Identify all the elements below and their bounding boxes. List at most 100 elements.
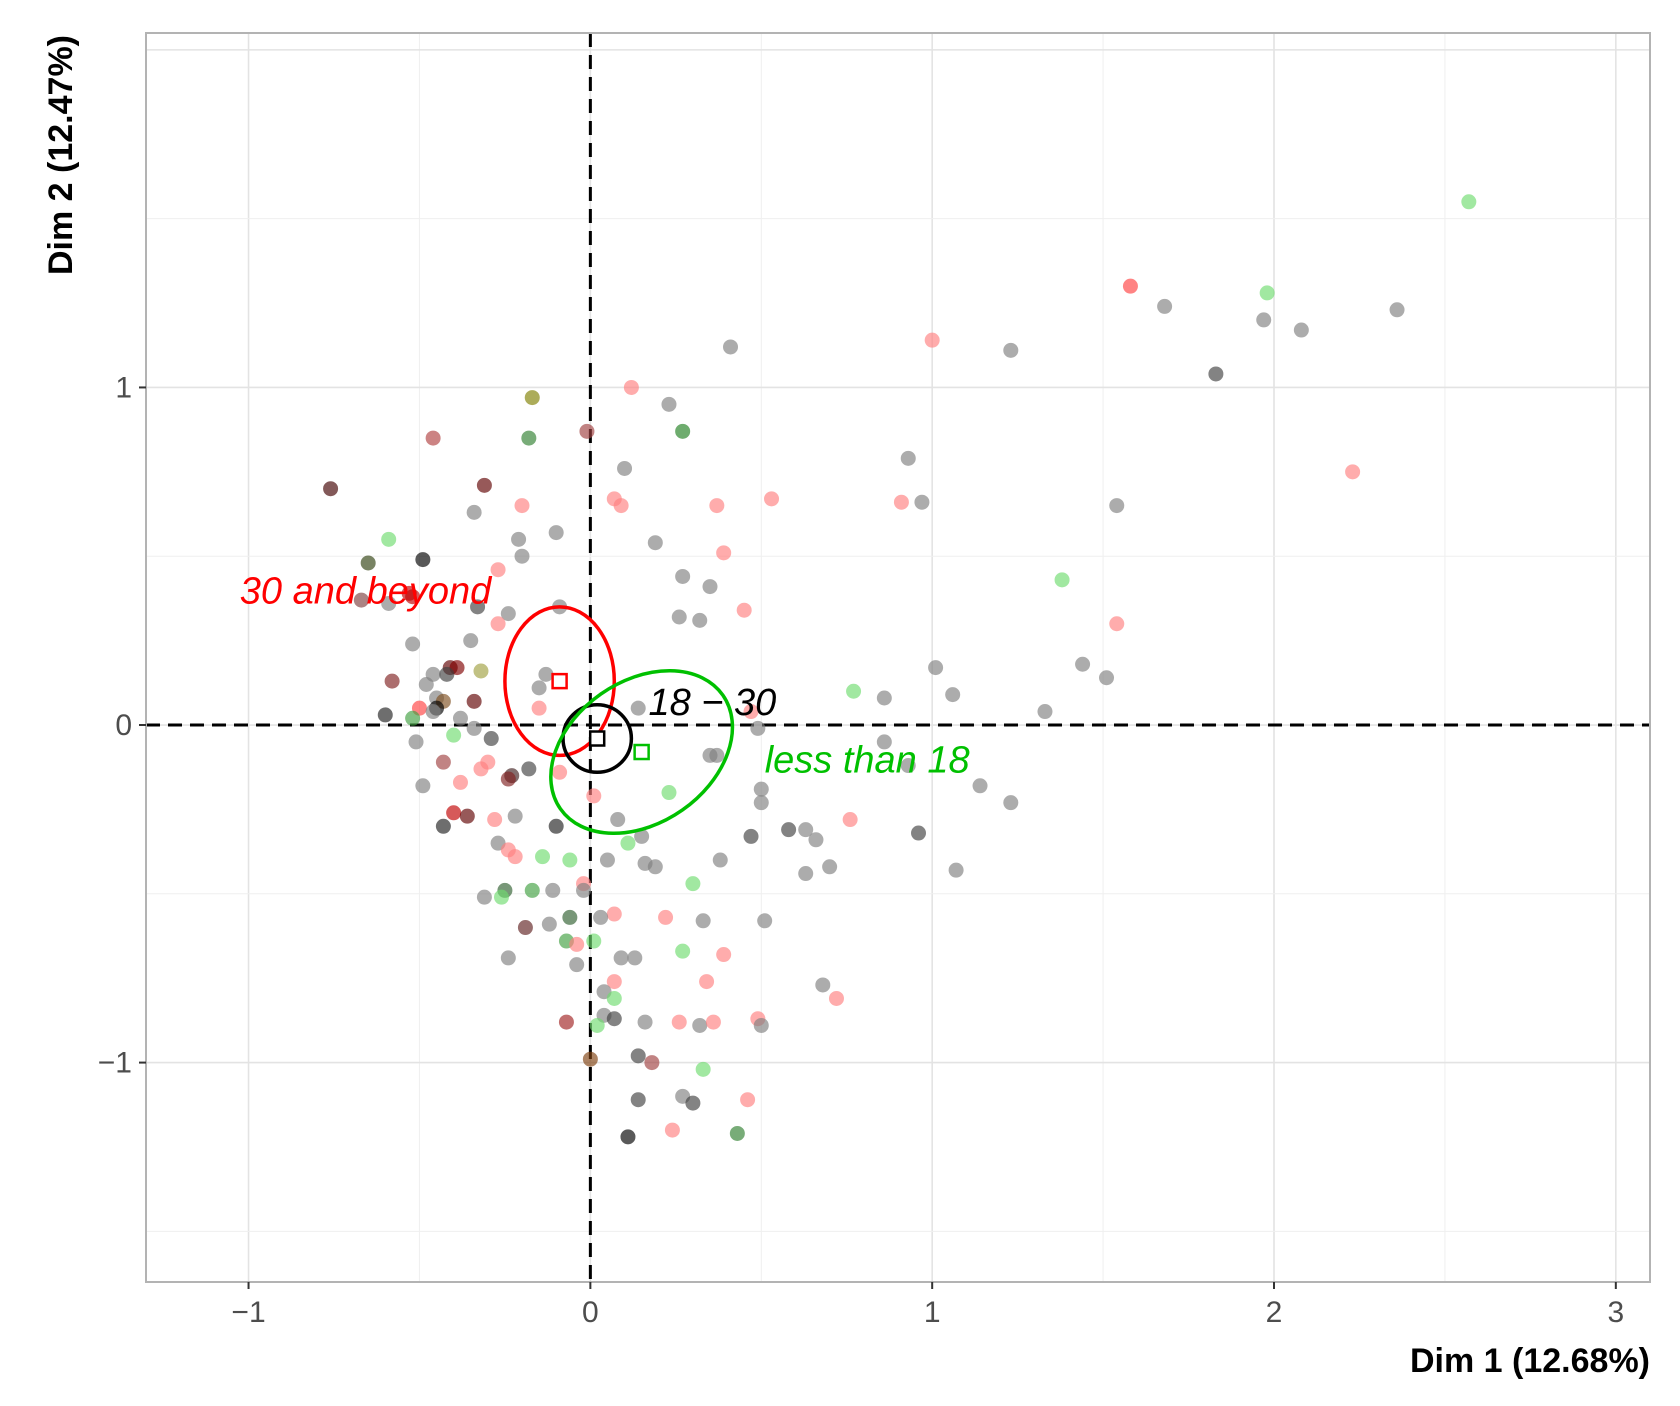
data-point — [500, 606, 516, 622]
x-tick-label: 3 — [1607, 1296, 1624, 1329]
data-point — [524, 390, 540, 406]
data-point — [1157, 298, 1173, 314]
data-point — [1054, 572, 1070, 588]
data-point — [538, 666, 554, 682]
data-point — [552, 764, 568, 780]
data-point — [692, 612, 708, 628]
data-point — [671, 1014, 687, 1030]
data-point — [606, 1011, 622, 1027]
data-point — [781, 822, 797, 838]
data-point — [500, 950, 516, 966]
data-point — [613, 950, 629, 966]
data-point — [514, 498, 530, 514]
data-point — [490, 562, 506, 578]
group-centroid-marker — [551, 672, 568, 690]
data-point — [476, 889, 492, 905]
data-point — [483, 731, 499, 747]
data-point — [1075, 656, 1091, 672]
data-point — [764, 491, 780, 507]
grid — [146, 33, 1650, 1282]
data-point — [517, 920, 533, 936]
data-point — [675, 568, 691, 584]
data-point — [466, 693, 482, 709]
x-tick-label: 1 — [924, 1296, 941, 1329]
data-point — [685, 876, 701, 892]
y-tick-label: −1 — [98, 1047, 132, 1080]
data-point — [675, 943, 691, 959]
data-point — [548, 818, 564, 834]
data-point — [435, 818, 451, 834]
data-point — [381, 595, 397, 611]
data-point — [705, 1014, 721, 1030]
data-point — [757, 913, 773, 929]
data-point — [613, 498, 629, 514]
data-point — [630, 700, 646, 716]
data-point — [798, 866, 814, 882]
data-point — [535, 849, 551, 865]
data-point — [1003, 342, 1019, 358]
data-point — [716, 947, 732, 963]
data-point — [647, 535, 663, 551]
data-point — [1099, 670, 1115, 686]
data-point — [617, 460, 633, 476]
data-point — [627, 950, 643, 966]
data-point — [425, 704, 441, 720]
data-point — [661, 396, 677, 412]
data-point — [589, 1017, 605, 1033]
data-point — [323, 481, 339, 497]
group-centroid-marker — [633, 743, 650, 761]
group-ellipses: 30 and beyond 18 − 30 less than 18 — [240, 570, 970, 836]
data-point — [753, 795, 769, 811]
data-point — [381, 531, 397, 547]
data-point — [490, 616, 506, 632]
data-point — [876, 734, 892, 750]
data-point — [685, 1095, 701, 1111]
data-point — [723, 339, 739, 355]
data-point — [753, 1017, 769, 1033]
data-point — [610, 812, 626, 828]
group-centroid-marker — [588, 730, 606, 747]
data-point — [360, 555, 376, 571]
data-point — [487, 812, 503, 828]
x-tick-label: 0 — [582, 1296, 599, 1329]
data-point — [593, 909, 609, 925]
data-point — [524, 882, 540, 898]
data-point — [541, 916, 557, 932]
data-point — [945, 687, 961, 703]
data-point — [815, 977, 831, 993]
data-point — [842, 812, 858, 828]
data-point — [463, 633, 479, 649]
data-point — [521, 430, 537, 446]
data-point — [569, 957, 585, 973]
data-point — [661, 785, 677, 801]
data-point — [576, 882, 592, 898]
data-point — [507, 808, 523, 824]
data-point — [548, 525, 564, 541]
data-point — [928, 660, 944, 676]
data-point — [911, 825, 927, 841]
data-point — [900, 758, 916, 774]
data-point — [599, 852, 615, 868]
data-point — [671, 609, 687, 625]
data-point — [695, 913, 711, 929]
data-point — [466, 720, 482, 736]
data-point — [473, 761, 489, 777]
data-point — [1293, 322, 1309, 338]
data-point — [579, 423, 595, 439]
y-tick-label: 1 — [115, 371, 132, 404]
data-point — [470, 599, 486, 615]
data-point — [695, 1061, 711, 1077]
data-point — [514, 548, 530, 564]
data-point — [709, 498, 725, 514]
data-point — [446, 727, 462, 743]
data-point — [511, 531, 527, 547]
data-point — [647, 859, 663, 875]
data-point — [634, 828, 650, 844]
data-point — [1109, 616, 1125, 632]
data-point — [606, 906, 622, 922]
data-point — [729, 1125, 745, 1141]
data-point — [1345, 464, 1361, 480]
group-label: 18 − 30 — [648, 682, 776, 724]
